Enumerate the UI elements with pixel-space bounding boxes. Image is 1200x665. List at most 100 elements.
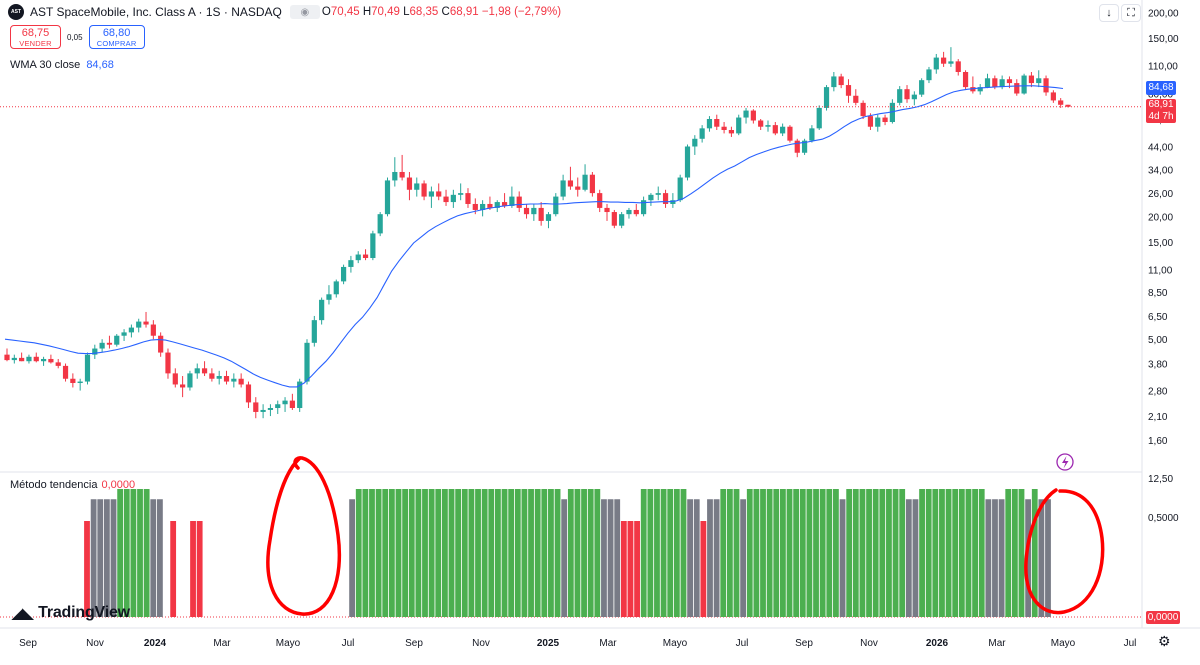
candle-body [253, 402, 259, 412]
candle [816, 105, 822, 131]
candle [201, 361, 208, 377]
arrow-down-icon[interactable]: ↓ [1099, 4, 1119, 22]
candle-body [275, 404, 281, 409]
candle-body [450, 194, 456, 203]
candle-body [392, 171, 398, 181]
candle-body [758, 120, 764, 127]
histogram-bar [196, 521, 203, 617]
histogram-bar [660, 489, 667, 617]
histogram-bar [958, 489, 965, 617]
histogram-bar [919, 489, 925, 617]
price-axis-label: 150,00 [1148, 34, 1179, 45]
spread-value: 0,05 [67, 32, 83, 42]
candle-body [560, 180, 566, 197]
candle-body [743, 110, 749, 118]
candle [370, 230, 376, 261]
candle-body [19, 357, 25, 362]
tradingview-mark-icon: ◢◣ [12, 604, 34, 621]
candle [333, 279, 339, 298]
symbol-logo: AST [8, 4, 24, 20]
indicator-axis[interactable]: 12,50 0,5000 [1148, 474, 1179, 524]
candle [216, 370, 222, 385]
price-axis-label: 5,00 [1148, 335, 1168, 346]
sell-button[interactable]: 68,75 VENDER [10, 25, 61, 49]
candle [1028, 71, 1035, 88]
candle-body [904, 89, 910, 100]
histogram-bar [1038, 499, 1045, 617]
symbol-title[interactable]: AST SpaceMobile, Inc. Class A · 1S · NAS… [30, 5, 282, 19]
time-axis[interactable]: Sep Nov 2024 Mar Mayo Jul Sep Nov 2025 Mar Mayo Jul… [19, 638, 1136, 649]
bottom-toolbar[interactable] [0, 656, 1200, 665]
price-axis-label: 2,10 [1148, 412, 1168, 423]
candle-body [121, 332, 127, 336]
candle-body [736, 117, 742, 134]
histogram-bar [773, 489, 780, 617]
sell-label: VENDER [19, 38, 52, 48]
histogram-bar [839, 499, 846, 617]
histogram-bar [760, 489, 766, 617]
histogram-bar [567, 489, 574, 617]
histogram-bar [899, 489, 906, 617]
candle [831, 71, 837, 92]
histogram-bar [939, 489, 945, 617]
time-axis-label: Mar [213, 638, 231, 649]
candle [677, 174, 683, 203]
candle-body [370, 233, 376, 259]
gear-icon[interactable]: ⚙ [1158, 633, 1171, 649]
price-axis-label: 8,50 [1148, 288, 1168, 299]
wma-value: 84,68 [86, 59, 114, 71]
candle [941, 51, 947, 67]
candle [641, 196, 647, 217]
candle [538, 202, 544, 226]
tradingview-logo[interactable]: ◢◣ TradingView [12, 604, 130, 622]
candle-body [201, 368, 208, 374]
histogram-bar [514, 489, 521, 617]
ohlc-change: −1,98 (−2,79%) [481, 6, 562, 18]
candle [962, 70, 969, 90]
candle [765, 120, 771, 132]
candle-body [11, 357, 17, 361]
wma-legend[interactable]: WMA 30 close 84,68 [10, 59, 114, 71]
time-axis-label: Nov [86, 638, 104, 649]
candle [655, 186, 661, 201]
candle-body [480, 203, 486, 210]
candle [684, 144, 691, 181]
histogram-bar [766, 489, 773, 617]
histogram-bar [952, 489, 959, 617]
histogram-bar [388, 489, 395, 617]
candle [882, 114, 888, 126]
histogram-bar [932, 489, 939, 617]
candle [845, 79, 852, 103]
ohlc-low: 68,35 [409, 6, 439, 18]
candle-body [889, 102, 895, 123]
price-axis[interactable]: 200,00150,00110,0080,0060,0044,0034,0026… [1148, 8, 1179, 447]
fullscreen-icon[interactable]: ⛶ [1121, 4, 1141, 22]
histogram-bar [541, 489, 548, 617]
candle [377, 212, 383, 237]
candle [706, 116, 713, 132]
histogram-bar [614, 499, 621, 617]
candle [436, 183, 442, 201]
buy-button[interactable]: 68,80 COMPRAR [88, 25, 145, 49]
candle-body [472, 203, 478, 210]
candle [633, 203, 639, 217]
trend-indicator-label: Método tendencia [10, 479, 98, 491]
candle-body [33, 356, 39, 362]
trend-indicator-legend[interactable]: Método tendencia 0,0000 [10, 479, 135, 491]
candle [172, 368, 178, 388]
candle-body [260, 409, 266, 412]
lightning-icon[interactable] [1056, 453, 1074, 471]
candle-body [165, 352, 171, 374]
candle-body [780, 126, 786, 134]
candle-body [567, 180, 574, 187]
candle-body [509, 196, 515, 206]
histogram-bar [985, 499, 992, 617]
candle [1014, 79, 1020, 96]
candle-body [626, 209, 632, 215]
candle-body [823, 87, 830, 108]
eye-icon[interactable]: ◉ [289, 5, 320, 19]
candle [114, 334, 120, 347]
wma-line [4, 85, 1064, 388]
candle-body [1065, 104, 1071, 107]
